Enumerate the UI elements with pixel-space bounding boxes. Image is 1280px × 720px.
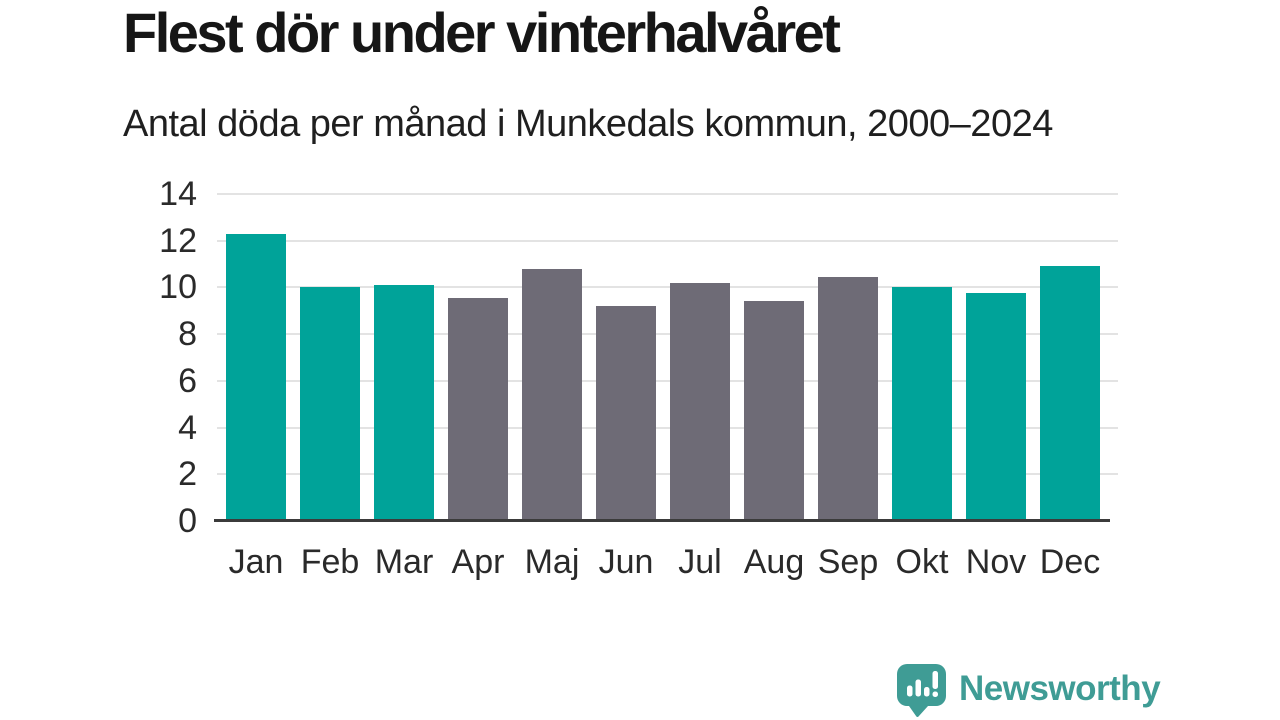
x-axis-label: Mar (374, 543, 434, 581)
x-axis-label: Nov (965, 543, 1027, 581)
bar-maj (522, 268, 582, 521)
bar-apr (448, 297, 508, 521)
gridline-10 (217, 286, 1118, 289)
x-axis-label: Sep (817, 543, 879, 581)
gridline-8 (217, 333, 1118, 336)
bar-jul (670, 282, 730, 521)
bar-sep (818, 276, 878, 521)
gridline-4 (217, 426, 1118, 429)
y-axis-tick-label: 8 (178, 315, 197, 354)
bar-okt (892, 287, 952, 521)
bar-aug (744, 301, 804, 521)
newsworthy-wordmark: Newsworthy (959, 669, 1161, 708)
gridline-6 (217, 379, 1118, 382)
x-axis-label: Jul (678, 543, 722, 581)
bar-jan (226, 233, 286, 521)
x-axis-label: Aug (743, 543, 805, 581)
newsworthy-logo: Newsworthy (897, 664, 1161, 717)
y-axis-tick-label: 10 (159, 268, 197, 307)
x-axis-label: Maj (524, 543, 580, 581)
x-axis-label: Okt (895, 543, 949, 581)
gridline-2 (217, 473, 1118, 476)
newsworthy-icon (897, 664, 946, 717)
x-axis-label: Dec (1039, 543, 1101, 581)
x-axis-label: Apr (451, 543, 505, 581)
gridline-14 (217, 193, 1118, 195)
chart-title: Flest dör under vinterhalvåret (123, 1, 841, 64)
bar-nov (966, 293, 1026, 521)
chart-subtitle: Antal döda per månad i Munkedals kommun,… (123, 103, 1053, 145)
y-axis-tick-label: 14 (159, 175, 197, 213)
bar-feb (300, 287, 360, 521)
y-axis-tick-label: 6 (178, 361, 197, 400)
gridline-12 (217, 239, 1118, 242)
y-axis-tick-label: 2 (178, 455, 197, 494)
x-axis-line (214, 519, 1110, 522)
x-axis-label: Feb (300, 543, 360, 581)
y-axis-tick-label: 0 (178, 502, 197, 540)
bar-mar (374, 285, 434, 521)
x-axis-label: Jun (598, 543, 654, 581)
y-axis-tick-label: 12 (159, 221, 197, 260)
bar-dec (1040, 266, 1100, 521)
y-axis-tick-label: 4 (178, 408, 197, 447)
bar-jun (596, 306, 656, 521)
x-axis-label: Jan (228, 543, 284, 581)
